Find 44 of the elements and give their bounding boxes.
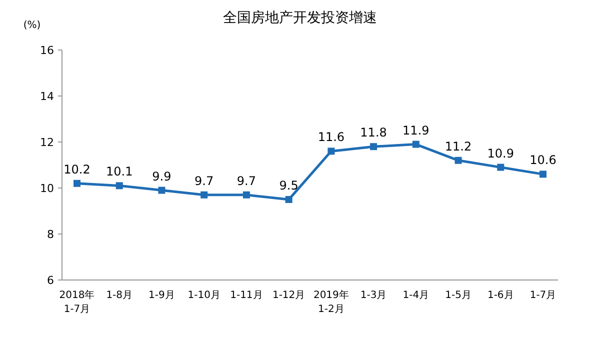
data-label: 10.6 [530,153,556,168]
x-tick-label: 1-5月 [445,290,472,301]
data-label: 10.1 [106,164,133,179]
point [370,143,378,150]
x-tick-label: 1-10月 [188,290,220,301]
x-tick-label: 1-12月 [272,290,306,301]
x-tick-label: 1-3月 [360,290,387,301]
x-tick-label: 1-7月 [530,290,556,301]
data-label: 9.9 [152,169,172,184]
point [540,170,546,178]
data-label: 10.2 [64,162,90,176]
data-label: 11.2 [444,139,472,154]
point [158,186,166,194]
data-label: 11.9 [402,123,430,138]
data-label: 11.6 [318,130,345,144]
y-tick-label: 8 [47,228,54,241]
x-tick-label: 1-11月 [230,290,263,301]
y-tick-label: 10 [40,182,54,195]
x-tick-label: 2019年 1-2月 [313,289,349,315]
x-tick-label: 1-8月 [106,290,133,301]
x-tick-label: 1-9月 [148,290,175,301]
point [497,164,504,171]
y-tick-label: 6 [47,274,54,287]
data-label: 11.8 [360,126,387,140]
data-label: 9.7 [194,174,214,188]
point [285,196,292,203]
y-tick-label: 14 [40,90,54,103]
point [242,191,250,198]
data-label: 9.7 [236,174,256,188]
x-tick-label: 1-4月 [402,290,430,301]
y-tick-label: 16 [40,44,54,57]
data-label: 10.9 [487,146,514,160]
point [328,148,335,155]
point [74,180,80,187]
x-tick-label: 2018年 1-7月 [59,289,95,315]
point [116,182,123,190]
x-tick-label: 1-6月 [487,290,514,301]
chart-title: 全国房地产开发投资增速 [223,10,377,26]
point [412,140,420,148]
point [200,191,208,198]
y-axis-title: (%) [23,20,41,31]
data-label: 9.5 [279,178,298,192]
y-tick-label: 12 [40,136,54,149]
point [454,156,462,164]
